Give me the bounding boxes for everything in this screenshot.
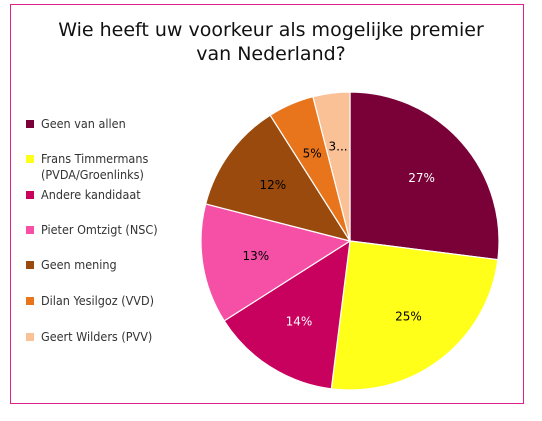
pie-slice-1	[330, 240, 499, 391]
pie-slice-2	[223, 239, 351, 390]
legend-label-3: Pieter Omtzigt (NSC)	[41, 222, 158, 237]
legend-label-0: Geen van allen	[41, 116, 126, 131]
chart-title: Wie heeft uw voorkeur als mogelijke prem…	[0, 18, 542, 66]
pie-slice-0	[349, 91, 500, 261]
pie-slice-4	[204, 114, 352, 242]
pie-slice-label-3: 13%	[242, 249, 269, 263]
legend-label-2: Andere kandidaat	[41, 187, 141, 202]
pie-slice-label-2: 14%	[286, 315, 313, 329]
legend-label-5: Dilan Yesilgoz (VVD)	[41, 293, 155, 308]
legend-swatch-2	[26, 191, 34, 199]
legend-label-4: Geen mening	[41, 257, 117, 272]
pie-slice-3	[200, 203, 352, 322]
chart-title-line-1: Wie heeft uw voorkeur als mogelijke prem…	[58, 19, 484, 41]
pie-slice-6	[312, 91, 351, 242]
legend-swatch-5	[26, 297, 34, 305]
pie-slice-label-0: 27%	[408, 171, 435, 185]
pie-slice-label-4: 12%	[260, 178, 287, 192]
legend-swatch-3	[26, 226, 34, 234]
legend-swatch-0	[26, 120, 34, 128]
legend-swatch-1	[26, 155, 34, 163]
legend-label-6: Geert Wilders (PVV)	[41, 329, 153, 344]
legend-swatch-6	[26, 333, 34, 341]
pie-slice-label-5: 5%	[303, 146, 322, 160]
chart-title-line-2: van Nederland?	[196, 43, 346, 65]
pie-slice-label-1: 25%	[395, 309, 422, 323]
legend-swatch-4	[26, 261, 34, 269]
pie-slice-label-6: 3...	[329, 139, 348, 153]
legend-label-1: Frans Timmermans (PVDA/Groenlinks)	[41, 151, 149, 182]
